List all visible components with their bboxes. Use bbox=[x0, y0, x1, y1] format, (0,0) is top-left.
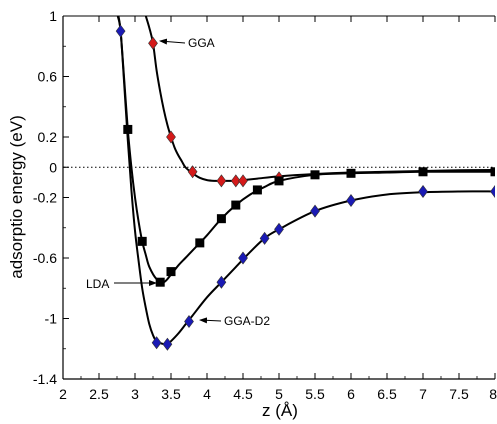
plot-area bbox=[63, 16, 495, 351]
series-line-lda bbox=[117, 16, 495, 284]
annotation-label-gga: GGA bbox=[188, 36, 215, 50]
ticks: 2 2.5 3 3.5 4 4.5 5 5.5 6 6.5 7 7.5 8 -1.4 -1 -0.6 -0.2 0… bbox=[33, 8, 497, 402]
annotations: GGA LDA GGA-D2 bbox=[86, 36, 270, 328]
x-tick-label: 3 bbox=[131, 386, 139, 402]
y-tick-label: 0.2 bbox=[38, 129, 58, 145]
x-tick-label: 6 bbox=[347, 386, 355, 402]
data-point-lda bbox=[274, 176, 284, 186]
data-point-gga-d2 bbox=[151, 336, 162, 350]
x-tick-label: 8 bbox=[489, 386, 497, 402]
data-point-gga-d2 bbox=[346, 194, 356, 208]
data-point-gga-d2 bbox=[162, 337, 173, 351]
data-point-gga bbox=[216, 174, 227, 188]
x-tick-label: 2.5 bbox=[89, 386, 109, 402]
annotation-arrow-gga bbox=[159, 38, 186, 45]
data-point-gga bbox=[230, 174, 241, 188]
x-tick-label: 5.5 bbox=[305, 386, 325, 402]
data-point-gga-d2 bbox=[274, 222, 284, 236]
x-axis-label: z (Å) bbox=[262, 401, 298, 420]
data-point-lda bbox=[231, 200, 241, 210]
data-point-gga bbox=[187, 165, 198, 179]
data-point-lda bbox=[346, 168, 356, 178]
y-axis-label: adsorptio energy (eV) bbox=[7, 115, 26, 278]
y-tick-label: -0.2 bbox=[33, 190, 57, 206]
annotation-label-gga-d2: GGA-D2 bbox=[224, 314, 270, 328]
data-point-gga-d2 bbox=[418, 184, 428, 198]
data-point-gga-d2 bbox=[238, 251, 248, 265]
annotation-arrow-gga-d2 bbox=[199, 317, 222, 324]
axes bbox=[62, 15, 495, 380]
x-tick-label: 4.5 bbox=[233, 386, 253, 402]
series-line-gga-d2 bbox=[116, 16, 495, 346]
x-tick-label: 3.5 bbox=[161, 386, 181, 402]
data-point-lda bbox=[418, 167, 428, 177]
data-point-gga bbox=[238, 174, 248, 188]
x-tick-label: 6.5 bbox=[377, 386, 397, 402]
data-point-lda bbox=[137, 236, 147, 246]
data-point-gga-d2 bbox=[184, 315, 194, 329]
data-point-gga-d2 bbox=[259, 231, 270, 245]
data-point-lda bbox=[252, 185, 262, 195]
y-tick-label: 0.6 bbox=[38, 69, 58, 85]
data-point-lda bbox=[166, 267, 176, 277]
data-point-lda bbox=[310, 170, 320, 180]
y-tick-label: -0.6 bbox=[33, 250, 57, 266]
annotation-label-lda: LDA bbox=[86, 277, 109, 291]
y-tick-label: -1.4 bbox=[33, 371, 57, 387]
data-point-gga bbox=[166, 130, 176, 144]
y-tick-label: 1 bbox=[49, 8, 57, 24]
data-point-lda bbox=[195, 238, 205, 248]
y-tick-label: -1 bbox=[45, 311, 58, 327]
data-point-gga-d2 bbox=[490, 184, 495, 198]
x-tick-label: 4 bbox=[203, 386, 211, 402]
data-point-gga-d2 bbox=[216, 275, 227, 289]
data-point-gga bbox=[148, 36, 158, 50]
y-tick-label: 0 bbox=[49, 159, 57, 175]
x-tick-label: 7.5 bbox=[449, 386, 469, 402]
x-tick-label: 5 bbox=[275, 386, 283, 402]
data-point-gga-d2 bbox=[310, 204, 320, 218]
x-tick-label: 7 bbox=[419, 386, 427, 402]
data-point-lda bbox=[490, 167, 495, 177]
data-point-lda bbox=[123, 124, 133, 134]
x-tick-label: 2 bbox=[59, 386, 67, 402]
data-point-lda bbox=[216, 214, 226, 224]
data-point-gga-d2 bbox=[115, 24, 126, 38]
data-point-lda bbox=[155, 277, 165, 287]
